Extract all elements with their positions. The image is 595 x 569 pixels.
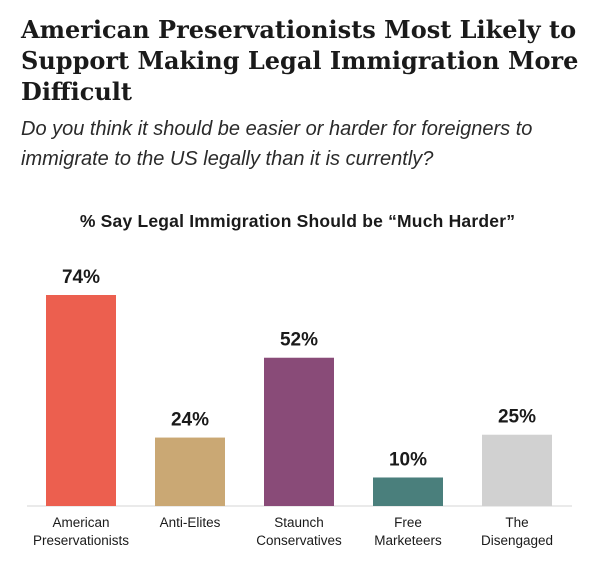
category-label-line: Preservationists	[33, 533, 129, 548]
bar-value-label-0: 74%	[62, 267, 100, 288]
category-label-line: Conservatives	[256, 533, 342, 548]
category-label-line: The	[505, 515, 528, 530]
category-label-2: Staunch Conservatives	[256, 515, 342, 548]
bar-3	[373, 477, 443, 506]
chart-title-main: American Preservationists Most Likely to…	[21, 15, 579, 106]
category-label-line: Staunch	[274, 515, 324, 530]
bar-value-label-1: 24%	[171, 410, 209, 431]
bar-2	[264, 357, 334, 506]
bar-value-label-4: 25%	[498, 407, 536, 428]
bar-4	[482, 434, 552, 506]
category-label-3: Free Marketeers	[374, 515, 442, 548]
bar-value-label-2: 52%	[280, 330, 318, 351]
category-label-line: Anti-Elites	[160, 515, 221, 530]
category-label-line: Disengaged	[481, 533, 553, 548]
bar-1	[155, 437, 225, 506]
bar-value-label-3: 10%	[389, 449, 427, 470]
category-label-0: American Preservationists	[33, 515, 129, 548]
category-label-line: American	[52, 515, 109, 530]
category-label-line: Marketeers	[374, 533, 442, 548]
category-label-line: Free	[394, 515, 422, 530]
bars-group: 74% American Preservationists 24% Anti-Elite…	[33, 267, 553, 548]
chart-heading: % Say Legal Immigration Should be “Much …	[79, 211, 516, 231]
bar-0	[46, 295, 116, 506]
chart-subtitle: Do you think it should be easier or hard…	[21, 118, 533, 170]
category-label-4: The Disengaged	[481, 515, 553, 548]
category-label-1: Anti-Elites	[160, 515, 221, 530]
